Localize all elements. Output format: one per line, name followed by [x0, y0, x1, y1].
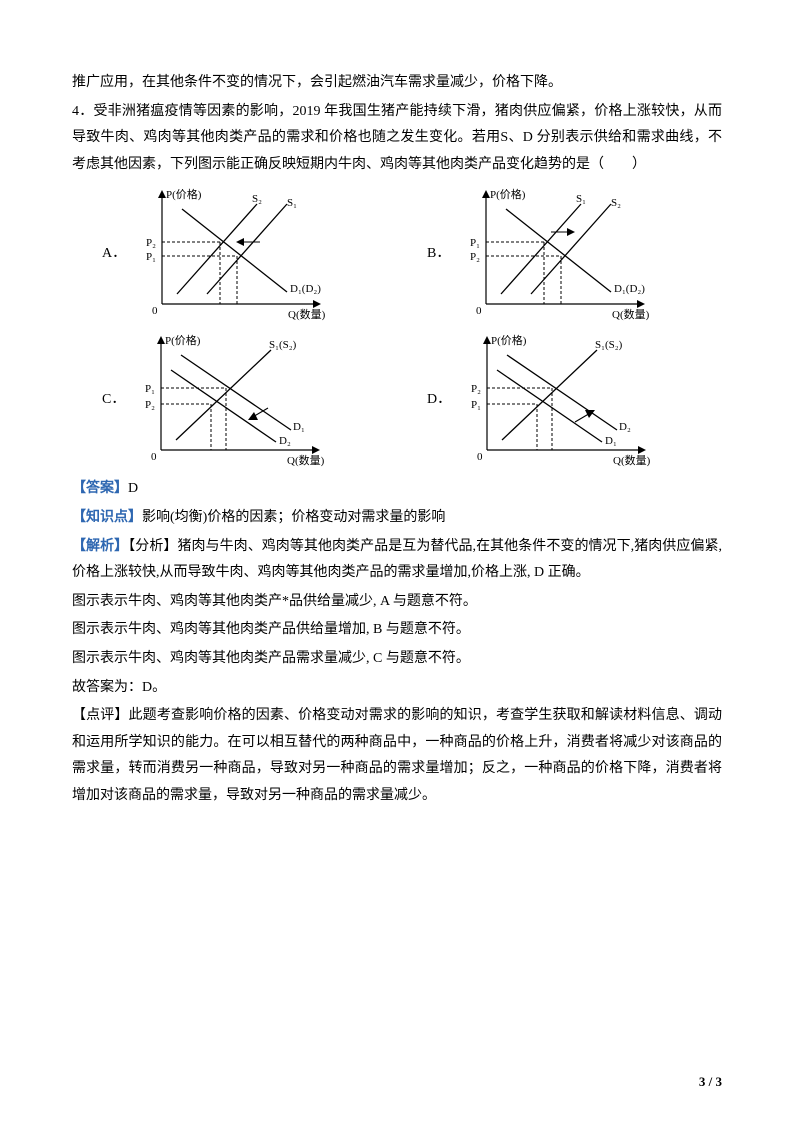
svg-text:D₁(D₂): D₁(D₂)	[290, 283, 321, 295]
chart-c: P(价格) Q(数量) 0 S₁(S₂) D₁ D₂ P₁ P₂	[131, 330, 331, 470]
svg-text:P(价格): P(价格)	[491, 333, 527, 347]
chart-d: P(价格) Q(数量) 0 S₁(S₂) D₂ D₁ P₂ P₁	[457, 330, 657, 470]
axis-y-label: P(价格)	[166, 187, 202, 201]
intro-paragraph: 推广应用，在其他条件不变的情况下，会引起燃油汽车需求量减少，价格下降。	[72, 70, 722, 97]
analysis-p5: 故答案为：D。	[72, 675, 722, 702]
svg-text:P₁: P₁	[471, 399, 481, 411]
page-sep: /	[705, 1074, 715, 1089]
option-b-label: B．	[427, 241, 450, 268]
svg-text:D₁(D₂): D₁(D₂)	[614, 283, 645, 295]
page-total: 3	[716, 1074, 723, 1089]
svg-text:P₂: P₂	[146, 237, 156, 249]
chart-a-block: A． P(价格) Q(数量) 0 S₂ S₁ D₁(D₂) P₂	[72, 184, 397, 324]
svg-text:P(价格): P(价格)	[490, 187, 526, 201]
svg-text:P₂: P₂	[145, 399, 155, 411]
answer-text: D	[128, 481, 138, 496]
question-4: 4．受非洲猪瘟疫情等因素的影响，2019 年我国生猪产能持续下滑，猪肉供应偏紧，…	[72, 99, 722, 179]
option-d-label: D．	[427, 387, 451, 414]
chart-d-block: D． P(价格) Q(数量) 0 S₁(S₂) D₂ D₁ P₂ P₁	[397, 330, 722, 470]
analysis-sublabel: 【分析】	[128, 539, 177, 554]
analysis-label: 【解析】	[72, 539, 128, 554]
svg-text:P(价格): P(价格)	[165, 333, 201, 347]
q4-number: 4．	[72, 104, 93, 119]
option-c-label: C．	[102, 387, 125, 414]
svg-text:P₁: P₁	[145, 383, 155, 395]
answer-label: 【答案】	[72, 481, 128, 496]
comment-text: 此题考查影响价格的因素、价格变动对需求的影响的知识，考查学生获取和解读材料信息、…	[72, 708, 722, 803]
chart-b-block: B． P(价格) Q(数量) 0 S₁ S₂ D₁(D₂) P₁ P₂	[397, 184, 722, 324]
svg-text:S₂: S₂	[611, 197, 621, 209]
analysis-p3: 图示表示牛肉、鸡肉等其他肉类产品供给量增加, B 与题意不符。	[72, 617, 722, 644]
chart-c-block: C． P(价格) Q(数量) 0 S₁(S₂) D₁ D₂ P₁ P₂	[72, 330, 397, 470]
knowledge-text: 影响(均衡)价格的因素；价格变动对需求量的影响	[142, 510, 445, 525]
answer-line: 【答案】D	[72, 476, 722, 503]
axis-x-label: Q(数量)	[288, 308, 326, 321]
svg-text:P₂: P₂	[471, 383, 481, 395]
chart-a: P(价格) Q(数量) 0 S₂ S₁ D₁(D₂) P₂ P₁	[132, 184, 332, 324]
svg-text:0: 0	[151, 451, 157, 463]
svg-text:S₁(S₂): S₁(S₂)	[595, 339, 623, 351]
svg-text:S₁: S₁	[576, 193, 586, 205]
svg-text:D₁: D₁	[293, 421, 305, 433]
svg-text:0: 0	[476, 305, 482, 317]
knowledge-label: 【知识点】	[72, 510, 142, 525]
analysis-p1: 【解析】【分析】猪肉与牛肉、鸡肉等其他肉类产品是互为替代品,在其他条件不变的情况…	[72, 534, 722, 587]
comment-para: 【点评】此题考查影响价格的因素、价格变动对需求的影响的知识，考查学生获取和解读材…	[72, 703, 722, 809]
knowledge-line: 【知识点】影响(均衡)价格的因素；价格变动对需求量的影响	[72, 505, 722, 532]
page-footer: 3 / 3	[699, 1070, 722, 1095]
q4-text: 受非洲猪瘟疫情等因素的影响，2019 年我国生猪产能持续下滑，猪肉供应偏紧，价格…	[72, 104, 722, 172]
svg-text:S₂: S₂	[252, 193, 262, 205]
chart-b: P(价格) Q(数量) 0 S₁ S₂ D₁(D₂) P₁ P₂	[456, 184, 656, 324]
svg-text:Q(数量): Q(数量)	[287, 454, 325, 467]
charts-row-2: C． P(价格) Q(数量) 0 S₁(S₂) D₁ D₂ P₁ P₂	[72, 330, 722, 470]
svg-text:D₂: D₂	[619, 421, 631, 433]
svg-text:S₁: S₁	[287, 197, 297, 209]
svg-text:P₁: P₁	[470, 237, 480, 249]
svg-text:Q(数量): Q(数量)	[613, 454, 651, 467]
svg-text:P₂: P₂	[470, 251, 480, 263]
charts-row-1: A． P(价格) Q(数量) 0 S₂ S₁ D₁(D₂) P₂	[72, 184, 722, 324]
svg-text:D₂: D₂	[279, 435, 291, 447]
analysis-p2: 图示表示牛肉、鸡肉等其他肉类产*品供给量减少, A 与题意不符。	[72, 589, 722, 616]
analysis-p4: 图示表示牛肉、鸡肉等其他肉类产品需求量减少, C 与题意不符。	[72, 646, 722, 673]
comment-label: 【点评】	[72, 708, 129, 723]
option-a-label: A．	[102, 241, 126, 268]
svg-text:D₁: D₁	[605, 435, 617, 447]
axis-origin: 0	[152, 305, 158, 317]
svg-text:P₁: P₁	[146, 251, 156, 263]
svg-text:Q(数量): Q(数量)	[612, 308, 650, 321]
svg-text:0: 0	[477, 451, 483, 463]
svg-text:S₁(S₂): S₁(S₂)	[269, 339, 297, 351]
